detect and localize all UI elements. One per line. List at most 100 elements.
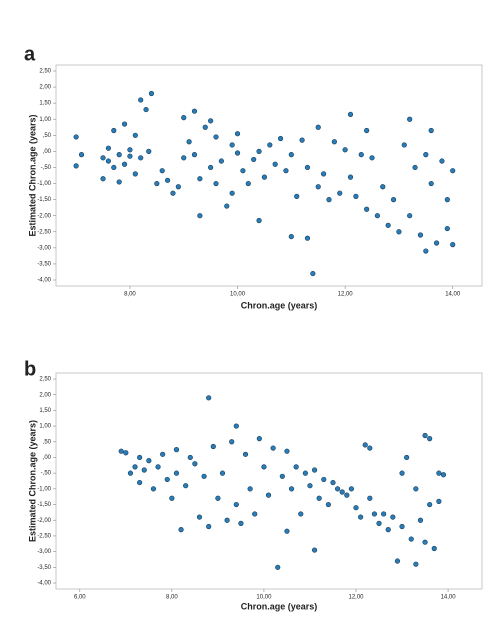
point <box>431 545 437 552</box>
point <box>267 142 273 148</box>
point <box>186 139 192 145</box>
point <box>234 131 241 137</box>
point <box>444 197 450 203</box>
point <box>364 206 370 212</box>
point <box>381 511 387 517</box>
point <box>197 176 203 182</box>
point <box>427 436 433 442</box>
point <box>339 489 345 495</box>
point <box>127 153 133 159</box>
point <box>73 163 79 169</box>
point <box>208 118 214 124</box>
point <box>127 470 134 476</box>
point <box>433 240 440 246</box>
point <box>219 470 226 476</box>
point <box>326 197 332 203</box>
point <box>374 213 381 219</box>
point <box>325 501 331 508</box>
point <box>173 470 180 476</box>
point <box>294 193 300 199</box>
point <box>385 527 391 533</box>
point <box>270 445 276 451</box>
y-tick-label: 1,50 <box>39 101 51 107</box>
point <box>288 233 294 240</box>
point <box>444 225 450 232</box>
y-tick-label: -,50 <box>41 471 52 477</box>
point <box>428 127 434 134</box>
point <box>160 451 166 457</box>
point <box>229 439 235 445</box>
point <box>202 124 208 130</box>
panel-label: a <box>24 43 36 65</box>
x-tick-label: 14,00 <box>441 595 457 601</box>
point <box>439 158 445 164</box>
point <box>367 495 373 501</box>
point <box>284 528 290 534</box>
point <box>206 523 212 530</box>
point <box>127 147 133 153</box>
y-tick-label: -3,00 <box>37 245 51 251</box>
point <box>118 448 124 454</box>
point <box>100 155 106 161</box>
point <box>238 520 244 526</box>
x-tick-label: 10,00 <box>230 292 246 298</box>
point <box>215 495 221 501</box>
point <box>218 158 224 164</box>
y-tick-label: -3,50 <box>37 565 51 571</box>
point <box>299 137 305 143</box>
point <box>413 561 419 567</box>
point <box>105 145 112 151</box>
point <box>206 395 212 401</box>
point <box>337 190 343 196</box>
point <box>191 152 198 158</box>
point <box>422 432 428 439</box>
point <box>347 174 354 180</box>
point <box>407 116 413 122</box>
point <box>164 177 171 183</box>
point <box>358 514 364 520</box>
point <box>450 242 456 248</box>
point <box>213 180 219 187</box>
point <box>284 448 290 454</box>
point <box>277 135 284 142</box>
y-tick-label: 2,00 <box>39 85 51 91</box>
point <box>224 203 230 209</box>
point <box>138 155 144 161</box>
point <box>364 127 370 134</box>
point <box>116 179 122 185</box>
plot-frame <box>55 372 483 590</box>
point <box>408 536 414 542</box>
point <box>436 498 442 505</box>
x-tick-label: 6,00 <box>74 595 86 601</box>
point <box>111 127 117 134</box>
point <box>187 454 193 461</box>
point <box>240 168 246 174</box>
y-tick-label: -2,00 <box>37 213 51 219</box>
point <box>293 464 299 470</box>
y-tick-label: -1,00 <box>37 181 51 187</box>
x-axis-label: Chron.age (years) <box>241 300 318 310</box>
point <box>192 461 198 467</box>
point <box>367 445 373 451</box>
point <box>181 155 187 161</box>
point <box>234 150 241 156</box>
point <box>413 486 419 492</box>
point <box>150 486 157 492</box>
point <box>123 450 129 456</box>
point <box>201 473 207 479</box>
x-tick-label: 12,00 <box>348 595 364 601</box>
point <box>116 152 122 158</box>
point <box>197 213 203 219</box>
y-tick-label: 2,50 <box>39 377 51 383</box>
point <box>233 423 239 429</box>
point <box>256 217 262 224</box>
point <box>404 454 410 461</box>
y-tick-label: ,00 <box>43 455 52 461</box>
point <box>369 155 375 161</box>
point <box>362 442 368 448</box>
point <box>141 467 147 473</box>
x-tick-label: 8,00 <box>166 595 178 601</box>
y-tick-label: -2,50 <box>37 534 51 540</box>
point <box>148 90 155 97</box>
y-tick-label: 1,00 <box>39 117 51 123</box>
